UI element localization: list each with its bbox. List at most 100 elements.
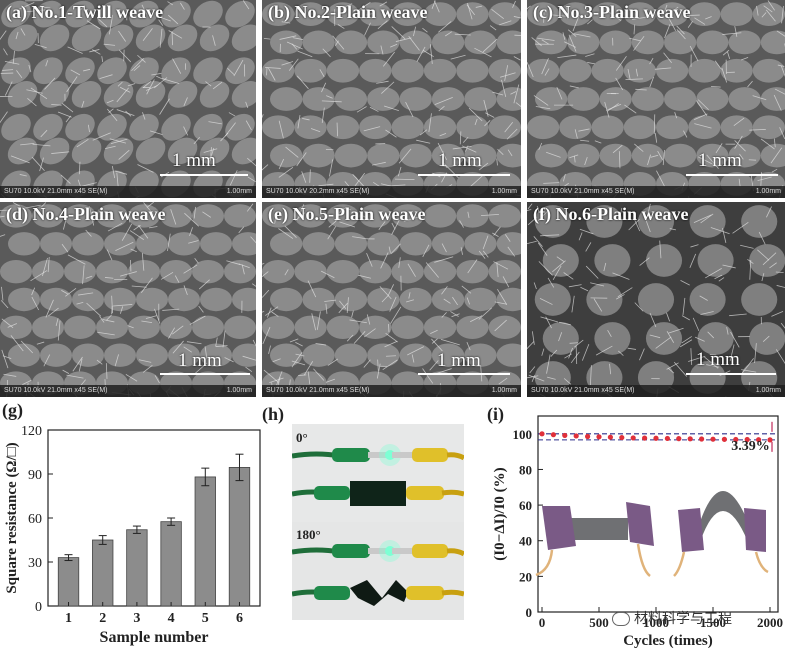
data-point [585, 433, 591, 440]
photo-h-bottom-illustration [292, 522, 464, 620]
scale-bar [160, 174, 248, 176]
data-point [676, 436, 682, 442]
sem-footer-info: SU70 10.0kV 21.0mm x45 SE(M) [531, 188, 635, 195]
bar-sample-4 [160, 521, 182, 607]
data-point [733, 436, 739, 443]
data-point [744, 436, 750, 443]
data-point [710, 436, 716, 442]
sem-panel-f: (f) No.6-Plain weave 1 mm SU70 10.0kV 21.0… [527, 202, 785, 397]
x-tick-label: 500 [589, 615, 609, 630]
y-tick-label: 20 [519, 569, 532, 584]
sem-footer-scale: 1.00mm [491, 387, 517, 394]
scale-bar-label: 1 mm [178, 350, 222, 371]
sem-footer-info: SU70 10.0kV 20.2mm x45 SE(M) [266, 188, 370, 195]
sem-panel-e: (e) No.5-Plain weave 1 mm SU70 10.0kV 21.0… [262, 202, 521, 397]
fabric-bent [700, 491, 748, 542]
bending-illustration [535, 491, 769, 577]
data-point [550, 432, 556, 438]
sem-footer-info: SU70 10.0kV 21.0mm x45 SE(M) [531, 387, 635, 394]
x-axis-title: Cycles (times) [623, 633, 713, 649]
clamp-left [542, 506, 576, 550]
x-tick-label: 2000 [757, 615, 783, 630]
y-tick-label: 100 [513, 427, 533, 442]
x-tick-label: 0 [539, 615, 546, 630]
x-tick-label: 1500 [700, 615, 726, 630]
scale-bar-label: 1 mm [698, 150, 742, 171]
sem-panel-a: (a) No.1-Twill weave 1 mm SU70 10.0kV 21.0… [0, 0, 256, 198]
sem-footer-scale: 1.00mm [755, 188, 781, 195]
sem-panel-title: (b) No.2-Plain weave [268, 2, 428, 22]
y-tick-label: 0 [526, 605, 533, 620]
y-tick-label: 90 [28, 468, 42, 483]
angle-label-bottom: 180° [296, 527, 321, 542]
y-tick-label: 120 [21, 424, 42, 439]
data-point [664, 435, 670, 442]
x-tick-label: 1 [65, 611, 72, 626]
data-point [607, 434, 613, 440]
sem-footer: SU70 10.0kV 21.0mm x45 SE(M) 1.00mm [527, 186, 785, 198]
wechat-icon [612, 612, 630, 626]
data-point [642, 435, 648, 441]
panel-label-i: (i) [487, 404, 504, 424]
sem-footer: SU70 10.0kV 20.2mm x45 SE(M) 1.00mm [262, 186, 521, 198]
fabric-flat [568, 518, 628, 540]
bar-sample-5 [194, 476, 216, 607]
sem-footer: SU70 10.0kV 21.0mm x45 SE(M) 1.00mm [0, 385, 256, 397]
bar-sample-2 [92, 539, 114, 607]
data-point [619, 434, 625, 441]
panel-label-h: (h) [262, 404, 284, 424]
photo-h-bottom: 180° [292, 522, 464, 620]
scale-bar [418, 174, 510, 176]
scale-bar [686, 373, 776, 375]
data-point [562, 432, 568, 439]
x-tick-label: 1000 [643, 615, 669, 630]
sem-panel-title: (e) No.5-Plain weave [268, 204, 426, 224]
bar-sample-6 [228, 467, 251, 607]
scale-bar [418, 373, 510, 375]
wire-right-bent [754, 551, 769, 574]
sem-panel-b: (b) No.2-Plain weave 1 mm SU70 10.0kV 20.2… [262, 0, 521, 198]
x-tick-label: 6 [236, 611, 243, 626]
scale-bar [160, 373, 250, 375]
y-tick-label: 40 [519, 534, 532, 549]
sem-footer-scale: 1.00mm [755, 387, 781, 394]
sem-footer-scale: 1.00mm [226, 188, 252, 195]
sem-footer-info: SU70 10.0kV 21.0mm x45 SE(M) [266, 387, 370, 394]
bar-sample-1 [57, 557, 80, 607]
y-tick-label: 80 [519, 462, 532, 477]
y-tick-label: 60 [519, 498, 532, 513]
data-point [653, 435, 659, 441]
scale-bar-label: 1 mm [696, 349, 740, 370]
watermark: 材料科学与工程 [612, 608, 732, 628]
sem-texture [262, 0, 521, 198]
sem-panel-d: (d) No.4-Plain weave 1 mm SU70 10.0kV 21.0… [0, 202, 256, 397]
data-point [539, 431, 545, 437]
wire-right [636, 543, 651, 577]
data-point [573, 433, 579, 439]
data-point [630, 435, 636, 441]
photo-h-top: 0° [292, 424, 464, 522]
sem-texture [262, 202, 521, 397]
sem-footer-scale: 1.00mm [226, 387, 252, 394]
y-tick-label: 60 [28, 512, 42, 527]
plot-frame [47, 429, 261, 607]
sem-panel-title: (a) No.1-Twill weave [6, 2, 164, 22]
x-tick-label: 3 [133, 611, 140, 626]
wire-left [535, 549, 554, 577]
data-point [756, 437, 762, 443]
sem-panel-title: (d) No.4-Plain weave [6, 204, 166, 224]
x-axis-title: Sample number [100, 629, 209, 646]
data-point [699, 436, 705, 442]
bar-sample-3 [126, 529, 148, 607]
sem-panel-title: (c) No.3-Plain weave [533, 2, 691, 22]
x-tick-label: 4 [168, 611, 175, 626]
y-tick-label: 30 [28, 556, 42, 571]
y-axis-title: Square resistance (Ω/□) [4, 442, 20, 593]
sem-footer-scale: 1.00mm [491, 188, 517, 195]
sem-panel-c: (c) No.3-Plain weave 1 mm SU70 10.0kV 21.0… [527, 0, 785, 198]
sem-panel-title: (f) No.6-Plain weave [533, 204, 689, 224]
clamp-right [626, 502, 654, 546]
data-point [687, 436, 693, 442]
chart-g-resistance: 0 30 60 90 120 1 2 3 4 5 6 Sample number Square resi… [4, 424, 261, 646]
